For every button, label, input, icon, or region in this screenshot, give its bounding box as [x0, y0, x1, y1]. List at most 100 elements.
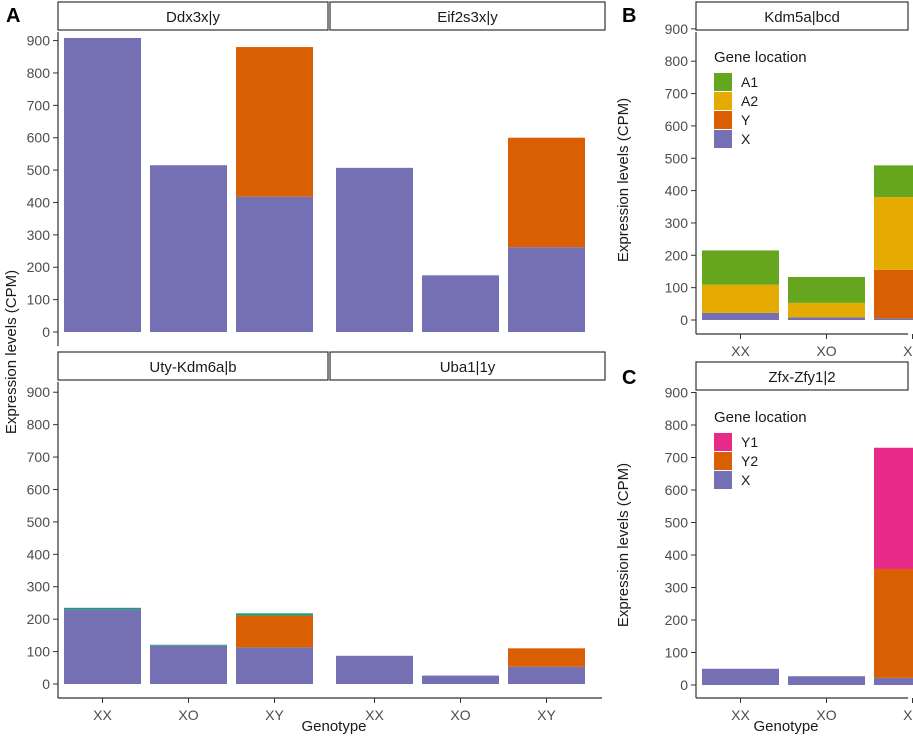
panel-b-y-axis-title: Expression levels (CPM): [615, 98, 632, 262]
chart-3-bar-xy-x: [236, 647, 313, 684]
chart-6-legend-swatch-x: [714, 471, 732, 489]
chart-3-bar-xy-a: [236, 613, 313, 616]
chart-4-title: Uba1|1y: [440, 359, 496, 376]
chart-6-bar-xo-x: [788, 676, 865, 685]
chart-1-strip: [57, 1, 329, 31]
chart-3-y-tick-label: 400: [27, 546, 51, 562]
chart-5-bar-xx-a2: [702, 284, 779, 313]
chart-5-strip: [695, 1, 909, 31]
chart-2-bar-xo-x: [422, 275, 499, 332]
chart-6-strip: [695, 361, 909, 391]
chart-4-bar-xy-y: [508, 648, 585, 667]
chart-6-bar-xy-x: [874, 677, 913, 685]
chart-5-y-tick-label: 0: [680, 312, 688, 328]
chart-3-strip: [57, 351, 329, 381]
chart-5-legend-swatch-y: [714, 111, 732, 129]
chart-3-y-tick-label: 600: [27, 481, 51, 497]
chart-6-y-tick-label: 300: [665, 580, 689, 596]
chart-6-bar-xy-y2: [874, 568, 913, 678]
chart-3-y-tick-label: 800: [27, 417, 51, 433]
chart-1-y-tick-label: 800: [27, 65, 51, 81]
chart-4-bar-xo-x: [422, 675, 499, 684]
chart-6-y-tick-label: 500: [665, 515, 689, 531]
chart-2-strip: [329, 1, 606, 31]
chart-5-bar-xy-x: [874, 318, 913, 320]
chart-2-bar-xy-x: [508, 247, 585, 332]
chart-1-y-tick-label: 500: [27, 162, 51, 178]
chart-6-legend-title: Gene location: [714, 409, 807, 426]
chart-3-bar-xy-y: [236, 615, 313, 648]
chart-5-bar-xo-a1: [788, 276, 865, 303]
chart-6-y-tick-label: 200: [665, 612, 689, 628]
chart-1-y-tick-label: 100: [27, 292, 51, 308]
chart-5-bar-xy-a2: [874, 197, 913, 270]
chart-6-bar-xy-y1: [874, 447, 913, 569]
chart-3-y-tick-label: 500: [27, 514, 51, 530]
chart-3-x-tick-label: XY: [265, 707, 284, 723]
chart-2-bar-xx-x: [336, 167, 413, 332]
chart-1-y-tick-label: 600: [27, 130, 51, 146]
chart-4-strip: [329, 351, 606, 381]
chart-4-bar-xy-x: [508, 666, 585, 684]
chart-5-legend-swatch-x: [714, 130, 732, 148]
chart-5-bar-xx-x: [702, 312, 779, 320]
chart-5-y-tick-label: 400: [665, 183, 689, 199]
chart-3-y-tick-label: 0: [42, 676, 50, 692]
chart-1-y-tick-label: 200: [27, 259, 51, 275]
chart-5-y-tick-label: 200: [665, 247, 689, 263]
chart-1-title: Ddx3x|y: [166, 9, 220, 26]
chart-5-bar-xy-a1: [874, 165, 913, 198]
panel-letter-a: A: [6, 5, 20, 27]
chart-4-x-tick-label: XY: [537, 707, 556, 723]
chart-3-y-tick-label: 300: [27, 579, 51, 595]
chart-5-bar-xo-x: [788, 317, 865, 320]
chart-6-y-tick-label: 700: [665, 450, 689, 466]
chart-3-y-tick-label: 700: [27, 449, 51, 465]
chart-5-legend-label-a1: A1: [741, 74, 758, 90]
chart-1-bar-xx-x: [64, 37, 141, 333]
chart-6-legend-label-x: X: [741, 472, 751, 488]
chart-6-y-tick-label: 800: [665, 417, 689, 433]
chart-3-y-tick-label: 900: [27, 384, 51, 400]
chart-3-y-tick-label: 100: [27, 644, 51, 660]
chart-5-legend-label-y: Y: [741, 112, 751, 128]
chart-6-bar-xx-x: [702, 668, 779, 685]
chart-1-bar-xy-y: [236, 47, 313, 197]
chart-5-x-tick-label: XO: [816, 343, 836, 359]
chart-5-y-tick-label: 800: [665, 53, 689, 69]
chart-6-legend-swatch-y1: [714, 433, 732, 451]
chart-5-legend-label-a2: A2: [741, 93, 758, 109]
chart-1-y-tick-label: 900: [27, 33, 51, 49]
chart-4-x-tick-label: XX: [365, 707, 384, 723]
chart-5-legend-swatch-a2: [714, 92, 732, 110]
panel-a-x-axis-title: Genotype: [301, 718, 366, 735]
panel-c-x-axis-title: Genotype: [753, 718, 818, 735]
chart-5-bar-xx-a1: [702, 250, 779, 285]
chart-6-title: Zfx-Zfy1|2: [768, 369, 835, 386]
chart-2-title: Eif2s3x|y: [437, 9, 498, 26]
chart-5-bar-xo-a2: [788, 302, 865, 318]
panel-letter-b: B: [622, 5, 636, 27]
chart-5-y-tick-label: 300: [665, 215, 689, 231]
chart-6-legend-label-y1: Y1: [741, 434, 758, 450]
chart-1-y-tick-label: 400: [27, 194, 51, 210]
panel-a-y-axis-title: Expression levels (CPM): [3, 270, 20, 434]
chart-1-y-tick-label: 300: [27, 227, 51, 243]
chart-5-y-tick-label: 100: [665, 280, 689, 296]
chart-3-bar-xx-a: [64, 607, 141, 610]
chart-5-x-tick-label: XX: [731, 343, 750, 359]
chart-4-x-tick-label: XO: [450, 707, 470, 723]
chart-6-y-tick-label: 0: [680, 677, 688, 693]
chart-3-bar-xo-x: [150, 645, 227, 684]
chart-1-bar-xo-x: [150, 165, 227, 332]
chart-1-y-tick-label: 700: [27, 97, 51, 113]
chart-5-title: Kdm5a|bcd: [764, 9, 840, 26]
chart-5-y-tick-label: 500: [665, 150, 689, 166]
chart-5-y-tick-label: 600: [665, 118, 689, 134]
chart-6-y-tick-label: 600: [665, 482, 689, 498]
chart-1-bar-xy-x: [236, 196, 313, 332]
chart-6-legend-label-y2: Y2: [741, 453, 758, 469]
chart-6-x-tick-label: XY: [903, 707, 913, 723]
chart-6-x-tick-label: XO: [816, 707, 836, 723]
